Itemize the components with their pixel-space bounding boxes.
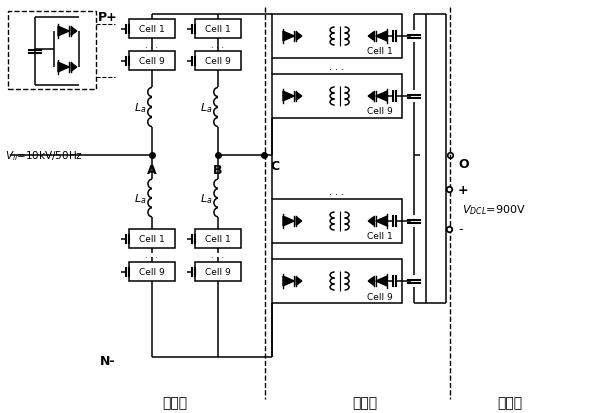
Text: N-: N- bbox=[100, 355, 116, 368]
Bar bbox=[272, 259, 402, 303]
Polygon shape bbox=[283, 216, 294, 226]
Text: Cell 1: Cell 1 bbox=[367, 232, 393, 241]
Bar bbox=[272, 75, 402, 119]
Polygon shape bbox=[296, 217, 302, 225]
Text: $V_{DCL}$=900V: $V_{DCL}$=900V bbox=[462, 203, 526, 216]
Text: Cell 9: Cell 9 bbox=[367, 107, 393, 116]
Bar bbox=[272, 199, 402, 243]
Text: $V_{ll}$=10kV/50Hz: $V_{ll}$=10kV/50Hz bbox=[5, 149, 83, 162]
Bar bbox=[195, 262, 241, 281]
Text: . . .: . . . bbox=[146, 41, 159, 50]
Polygon shape bbox=[71, 64, 77, 72]
Bar bbox=[129, 20, 175, 39]
Polygon shape bbox=[58, 63, 69, 73]
Text: Cell 9: Cell 9 bbox=[205, 267, 231, 276]
Text: C: C bbox=[270, 159, 279, 172]
Polygon shape bbox=[283, 92, 294, 102]
Polygon shape bbox=[296, 93, 302, 101]
Polygon shape bbox=[376, 216, 387, 226]
Text: Cell 9: Cell 9 bbox=[205, 57, 231, 66]
Text: B: B bbox=[213, 163, 223, 176]
Text: 高压级: 高压级 bbox=[162, 395, 187, 409]
Bar bbox=[195, 230, 241, 248]
Text: $L_a$: $L_a$ bbox=[200, 192, 212, 205]
Text: A: A bbox=[147, 163, 157, 176]
Bar bbox=[129, 262, 175, 281]
Text: Cell 9: Cell 9 bbox=[367, 292, 393, 301]
Polygon shape bbox=[283, 276, 294, 286]
Text: . . .: . . . bbox=[329, 187, 344, 197]
Text: +: + bbox=[458, 183, 468, 196]
Text: $L_a$: $L_a$ bbox=[134, 101, 146, 115]
Text: $L_a$: $L_a$ bbox=[200, 101, 212, 115]
Text: Cell 1: Cell 1 bbox=[367, 47, 393, 56]
Polygon shape bbox=[368, 33, 374, 41]
Text: Cell 1: Cell 1 bbox=[139, 25, 165, 34]
Polygon shape bbox=[296, 277, 302, 285]
Text: 低压级: 低压级 bbox=[497, 395, 522, 409]
Polygon shape bbox=[368, 277, 374, 285]
Polygon shape bbox=[58, 27, 69, 37]
Text: $L_a$: $L_a$ bbox=[134, 192, 146, 205]
Text: . . .: . . . bbox=[329, 62, 344, 72]
Text: . . .: . . . bbox=[211, 41, 225, 50]
Polygon shape bbox=[376, 92, 387, 102]
Text: Cell 1: Cell 1 bbox=[205, 25, 231, 34]
Text: Cell 9: Cell 9 bbox=[139, 57, 165, 66]
Bar bbox=[195, 20, 241, 39]
Polygon shape bbox=[376, 32, 387, 42]
Polygon shape bbox=[368, 93, 374, 101]
Text: P+: P+ bbox=[98, 10, 118, 24]
Polygon shape bbox=[296, 33, 302, 41]
Text: -: - bbox=[458, 223, 462, 236]
Text: . . .: . . . bbox=[146, 251, 159, 260]
Polygon shape bbox=[376, 276, 387, 286]
Polygon shape bbox=[283, 32, 294, 42]
Text: Cell 9: Cell 9 bbox=[139, 267, 165, 276]
Polygon shape bbox=[368, 217, 374, 225]
Bar bbox=[195, 52, 241, 71]
Text: . . .: . . . bbox=[211, 251, 225, 260]
Text: O: O bbox=[458, 157, 468, 170]
Text: Cell 1: Cell 1 bbox=[139, 235, 165, 243]
Text: Cell 1: Cell 1 bbox=[205, 235, 231, 243]
Bar bbox=[8, 12, 96, 90]
Bar bbox=[129, 230, 175, 248]
Bar bbox=[272, 15, 402, 59]
Polygon shape bbox=[71, 28, 77, 36]
Text: 隔离级: 隔离级 bbox=[352, 395, 377, 409]
Bar bbox=[129, 52, 175, 71]
